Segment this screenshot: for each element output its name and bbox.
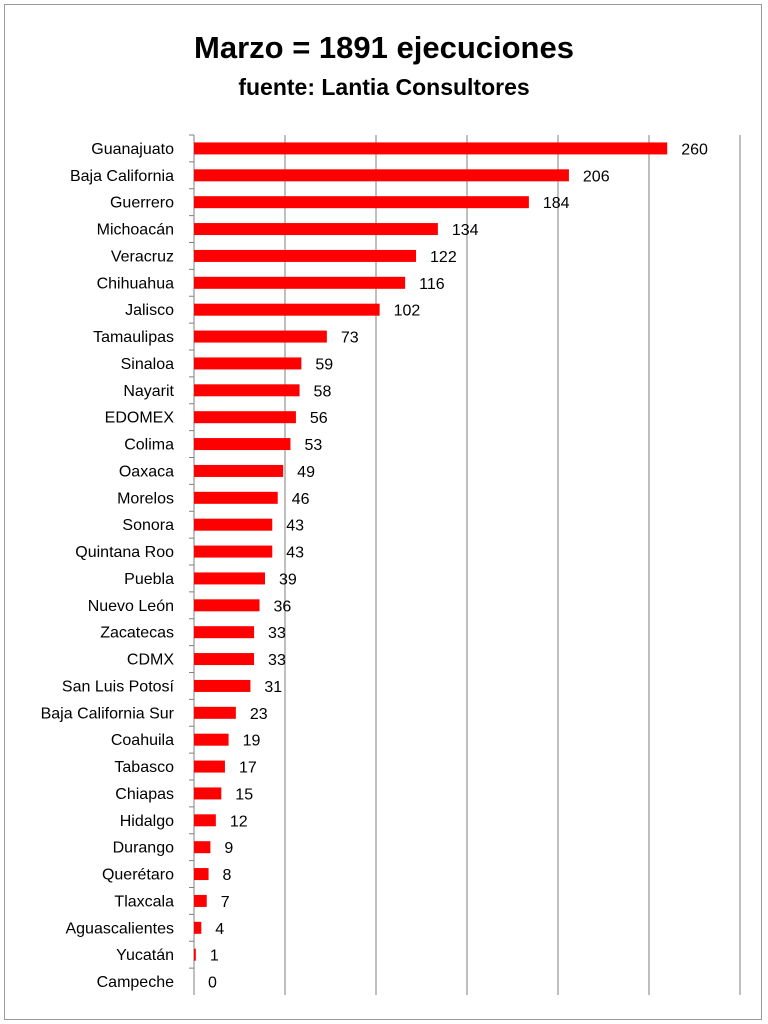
bar [194, 411, 296, 424]
value-label: 9 [224, 840, 233, 857]
category-label: CDMX [127, 652, 174, 669]
value-label: 12 [230, 813, 248, 830]
category-label: Hidalgo [120, 813, 174, 830]
bar [194, 921, 202, 934]
category-label: Quintana Roo [75, 544, 174, 561]
value-label: 17 [239, 760, 257, 777]
value-label: 53 [304, 437, 322, 454]
category-label: Querétaro [102, 867, 174, 884]
value-label: 102 [394, 303, 421, 320]
value-label: 36 [274, 598, 292, 615]
bar [194, 330, 327, 343]
category-label: Colima [124, 437, 174, 454]
bar [194, 464, 284, 477]
category-label: Baja California Sur [41, 705, 175, 722]
value-label: 0 [208, 975, 217, 992]
value-label: 134 [452, 222, 479, 239]
bar [194, 760, 225, 773]
category-label: Jalisco [125, 302, 174, 319]
category-label: Chihuahua [97, 275, 175, 292]
bar [194, 491, 278, 504]
category-label: Veracruz [111, 248, 174, 265]
value-label: 43 [286, 518, 304, 535]
value-label: 73 [341, 330, 359, 347]
chart-subtitle: fuente: Lantia Consultores [238, 74, 530, 100]
category-label: Zacatecas [100, 625, 174, 642]
category-label: Guerrero [110, 195, 174, 212]
category-label: Nayarit [123, 383, 174, 400]
value-label: 116 [419, 276, 445, 293]
category-label: Oaxaca [119, 463, 174, 480]
category-label: Tabasco [114, 759, 174, 776]
value-label: 19 [243, 733, 261, 750]
value-label: 59 [315, 356, 333, 373]
chart-title: Marzo = 1891 ejecuciones [194, 30, 574, 65]
bar [194, 572, 265, 585]
value-label: 7 [221, 894, 230, 911]
bar [194, 706, 236, 719]
bar [194, 357, 302, 370]
category-label: Aguascalientes [65, 920, 174, 937]
category-label: Campeche [97, 974, 174, 991]
bar [194, 384, 300, 397]
value-label: 33 [268, 652, 286, 669]
value-label: 46 [292, 491, 310, 508]
category-label: Coahuila [111, 732, 174, 749]
category-label: Michoacán [97, 222, 174, 239]
value-label: 23 [250, 706, 268, 723]
value-label: 39 [279, 571, 297, 588]
bar [194, 787, 222, 800]
value-label: 4 [215, 921, 224, 938]
bar [194, 894, 207, 907]
bar [194, 814, 216, 827]
bar [194, 518, 273, 531]
bar [194, 653, 255, 666]
category-label: Baja California [70, 168, 174, 185]
value-label: 184 [543, 195, 570, 212]
category-label: Tamaulipas [93, 329, 174, 346]
value-label: 56 [310, 410, 328, 427]
bar [194, 223, 438, 236]
category-label: Yucatán [116, 947, 174, 964]
category-label: Nuevo León [88, 598, 174, 615]
category-label: Tlaxcala [114, 893, 174, 910]
bar [194, 733, 229, 746]
value-label: 31 [264, 679, 282, 696]
bar [194, 626, 255, 639]
bar [194, 679, 251, 692]
value-label: 15 [235, 786, 253, 803]
category-label: EDOMEX [105, 410, 175, 427]
category-label: Sonora [122, 517, 174, 534]
bar [194, 948, 196, 961]
value-label: 33 [268, 625, 286, 642]
bar [194, 841, 211, 854]
category-label: Guanajuato [91, 141, 174, 158]
bar [194, 599, 260, 612]
bar [194, 276, 406, 289]
category-label: Morelos [117, 490, 174, 507]
value-label: 122 [430, 249, 457, 266]
bar [194, 249, 417, 262]
value-label: 49 [297, 464, 315, 481]
bar [194, 438, 291, 451]
bar [194, 545, 273, 558]
category-label: Puebla [124, 571, 174, 588]
value-label: 43 [286, 545, 304, 562]
category-label: Chiapas [115, 786, 174, 803]
bar [194, 169, 569, 182]
bar [194, 303, 380, 316]
category-label: Durango [113, 840, 174, 857]
value-label: 58 [314, 383, 332, 400]
value-label: 206 [583, 168, 610, 185]
bar [194, 142, 668, 155]
category-label: San Luis Potosí [62, 678, 175, 695]
value-label: 1 [210, 948, 219, 965]
category-label: Sinaloa [121, 356, 174, 373]
bar [194, 196, 529, 209]
value-label: 8 [223, 867, 232, 884]
bar [194, 868, 209, 881]
value-label: 260 [681, 141, 708, 158]
